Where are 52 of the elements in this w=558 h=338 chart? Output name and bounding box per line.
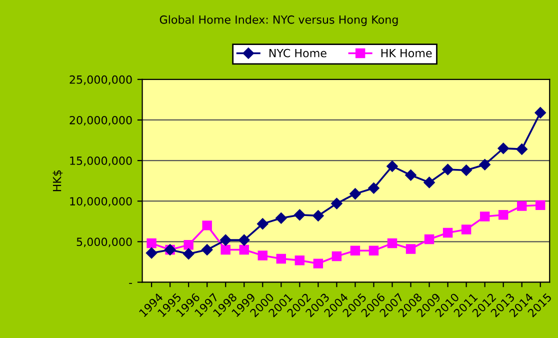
point xyxy=(406,244,416,254)
point xyxy=(386,160,398,172)
point xyxy=(220,244,230,255)
point xyxy=(276,254,286,264)
point xyxy=(184,240,194,250)
point xyxy=(294,255,305,266)
y-axis-title: HK$ xyxy=(52,170,63,192)
point xyxy=(276,212,287,224)
point xyxy=(368,182,380,194)
point xyxy=(424,176,435,188)
point xyxy=(294,209,306,221)
point xyxy=(202,220,212,230)
point xyxy=(313,258,324,268)
point xyxy=(480,212,490,222)
point xyxy=(405,170,416,181)
point xyxy=(536,200,546,210)
legend-label: HK Home xyxy=(381,49,432,58)
point xyxy=(258,250,268,260)
point xyxy=(257,218,268,230)
legend-label: NYC Home xyxy=(269,48,326,58)
point xyxy=(350,246,360,256)
point xyxy=(201,244,213,256)
y-tick-label: 25,000,000 xyxy=(70,75,132,85)
point xyxy=(368,246,379,256)
point xyxy=(534,107,546,118)
y-tick-label: 10,000,000 xyxy=(70,197,132,207)
point xyxy=(182,248,194,260)
y-tick-label: 15,000,000 xyxy=(70,156,132,166)
chart-title: Global Home Index: NYC versus Hong Kong xyxy=(160,15,398,26)
point xyxy=(387,238,398,248)
point xyxy=(146,247,158,259)
point xyxy=(460,164,472,176)
point xyxy=(146,238,156,248)
point xyxy=(516,144,528,155)
point xyxy=(498,142,509,154)
point xyxy=(331,198,342,210)
y-tick-label: 5,000,000 xyxy=(76,238,132,248)
point xyxy=(442,228,453,238)
point xyxy=(516,201,527,211)
y-tick-label: - xyxy=(129,282,132,284)
point xyxy=(312,210,324,222)
point xyxy=(350,188,361,200)
y-tick-label: 20,000,000 xyxy=(70,116,132,126)
point xyxy=(479,159,490,170)
point xyxy=(238,234,250,246)
point xyxy=(220,234,232,246)
point xyxy=(424,234,434,244)
point xyxy=(498,210,508,220)
point xyxy=(442,164,454,176)
point xyxy=(239,244,249,255)
point xyxy=(332,251,342,262)
point xyxy=(461,224,472,234)
